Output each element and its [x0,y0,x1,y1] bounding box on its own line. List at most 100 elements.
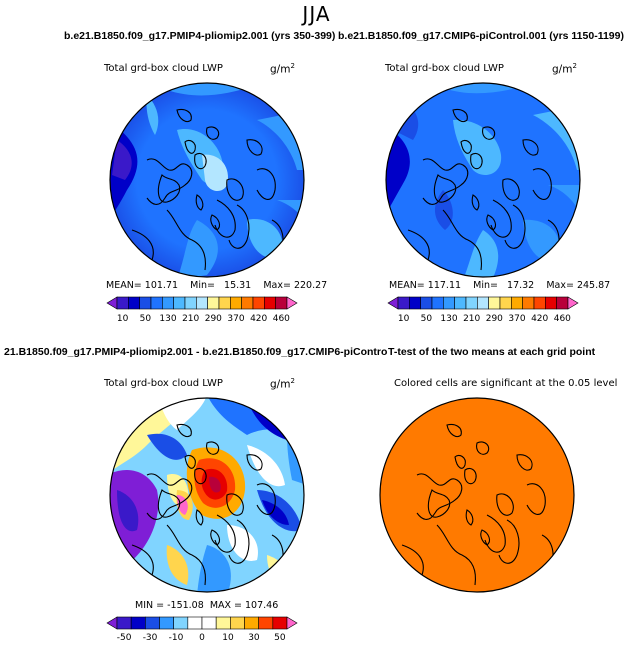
colorbar-swatch [286,616,298,630]
colorbar-tick-label: 370 [508,314,526,324]
colorbar-swatch [196,296,208,310]
polar-map-pliomip [109,82,305,278]
units-label-pliomip: g/m2 [270,62,295,76]
colorbar-tick-label: 30 [248,633,260,643]
colorbar-swatch [431,296,444,310]
stats-pliomip: MEAN= 101.71 Min= 15.31 Max= 220.27 [106,280,328,291]
colorbar-picontrol [387,296,579,310]
colorbar-swatch [286,296,298,310]
panel-title-pliomip: b.e21.B1850.f09_g17.PMIP4-pliomip2.001 (… [64,30,336,42]
colorbar-tick-label: -50 [116,633,132,643]
colorbar-swatch [173,296,186,310]
colorbar-pliomip [106,296,298,310]
colorbar-difference [106,616,298,630]
colorbar-tick-label: 210 [182,314,200,324]
colorbar-labels-pliomip: 10 50 130 210 290 370 420 460 [107,314,297,326]
colorbar-swatch [556,296,569,310]
colorbar-swatch [454,296,467,310]
colorbar-swatch [272,616,288,630]
colorbar-tick-label: 50 [139,314,152,324]
colorbar-swatch [533,296,546,310]
colorbar-swatch [244,616,259,630]
coastlines-difference [131,423,284,586]
colorbar-swatch [387,296,399,310]
colorbar-swatch [252,296,265,310]
colorbar-swatch [150,296,163,310]
colorbar-tick-label: 370 [227,314,245,324]
colorbar-tick-label: 420 [531,314,549,324]
colorbar-swatch [230,296,242,310]
polar-map-significance [379,397,575,593]
panel-title-significance: T-test of the two means at each grid poi… [388,346,596,358]
colorbar-tick-label: 460 [553,314,571,324]
colorbar-swatch [230,616,245,630]
colorbar-swatch [275,296,288,310]
colorbar-swatch [264,296,276,310]
colorbar-swatch [106,296,118,310]
colorbar-swatch [397,296,410,310]
colorbar-swatch [477,296,489,310]
colorbar-swatch [116,616,132,630]
colorbar-swatch [409,296,421,310]
polar-map-picontrol [385,82,581,278]
stats-difference: MIN = -151.08 MAX = 107.46 [135,600,279,611]
colorbar-swatch [420,296,433,310]
colorbar-tick-label: 130 [440,314,458,324]
colorbar-labels-difference: -50 -30 -10 0 10 30 50 [107,633,297,645]
variable-label-pliomip: Total grd-box cloud LWP [104,63,223,74]
season-title: JJA [302,2,331,26]
panel-title-picontrol: b.e21.B1850.f09_g17.CMIP6-piControl.001 … [338,30,624,42]
colorbar-swatch [218,296,231,310]
polar-map-difference [109,397,305,593]
colorbar-swatch [215,616,231,630]
colorbar-tick-label: -30 [142,633,158,643]
coastlines-significance [401,423,554,586]
colorbar-tick-label: 420 [250,314,268,324]
colorbar-tick-label: 0 [199,633,205,643]
coastlines-picontrol [407,108,560,271]
colorbar-tick-label: 460 [272,314,290,324]
colorbar-swatch [465,296,478,310]
colorbar-swatch [545,296,557,310]
significance-fill [380,398,574,592]
colorbar-swatch [184,296,197,310]
variable-label-significance: Colored cells are significant at the 0.0… [394,378,618,389]
colorbar-tick-label: 210 [463,314,481,324]
colorbar-swatch [130,616,146,630]
colorbar-swatch [511,296,523,310]
colorbar-tick-label: 290 [485,314,503,324]
colorbar-tick-label: 290 [204,314,222,324]
colorbar-swatch [106,616,118,630]
colorbar-swatch [567,296,579,310]
colorbar-swatch [522,296,535,310]
colorbar-tick-label: 10 [116,314,129,324]
stats-picontrol: MEAN= 117.11 Min= 17.32 Max= 245.87 [389,280,611,291]
colorbar-swatch [443,296,455,310]
colorbar-swatch [159,616,174,630]
colorbar-tick-label: -10 [168,633,184,643]
colorbar-tick-label: 10 [397,314,410,324]
variable-label-picontrol: Total grd-box cloud LWP [385,63,504,74]
colorbar-swatch [128,296,140,310]
variable-label-difference: Total grd-box cloud LWP [104,378,223,389]
units-label-difference: g/m2 [270,377,295,391]
colorbar-swatch [187,616,203,630]
units-label-picontrol: g/m2 [552,62,577,76]
colorbar-swatch [201,616,217,630]
colorbar-swatch [162,296,174,310]
colorbar-swatch [139,296,152,310]
colorbar-tick-label: 50 [420,314,433,324]
colorbar-swatch [145,616,160,630]
colorbar-swatch [488,296,501,310]
colorbar-swatch [116,296,129,310]
colorbar-tick-label: 10 [222,633,234,643]
colorbar-swatch [258,616,274,630]
colorbar-swatch [207,296,220,310]
colorbar-swatch [173,616,189,630]
colorbar-swatch [499,296,512,310]
colorbar-tick-label: 50 [274,633,286,643]
panel-title-difference: 21.B1850.f09_g17.PMIP4-pliomip2.001 - b.… [4,346,388,358]
colorbar-labels-picontrol: 10 50 130 210 290 370 420 460 [388,314,578,326]
colorbar-swatch [241,296,254,310]
colorbar-tick-label: 130 [159,314,177,324]
